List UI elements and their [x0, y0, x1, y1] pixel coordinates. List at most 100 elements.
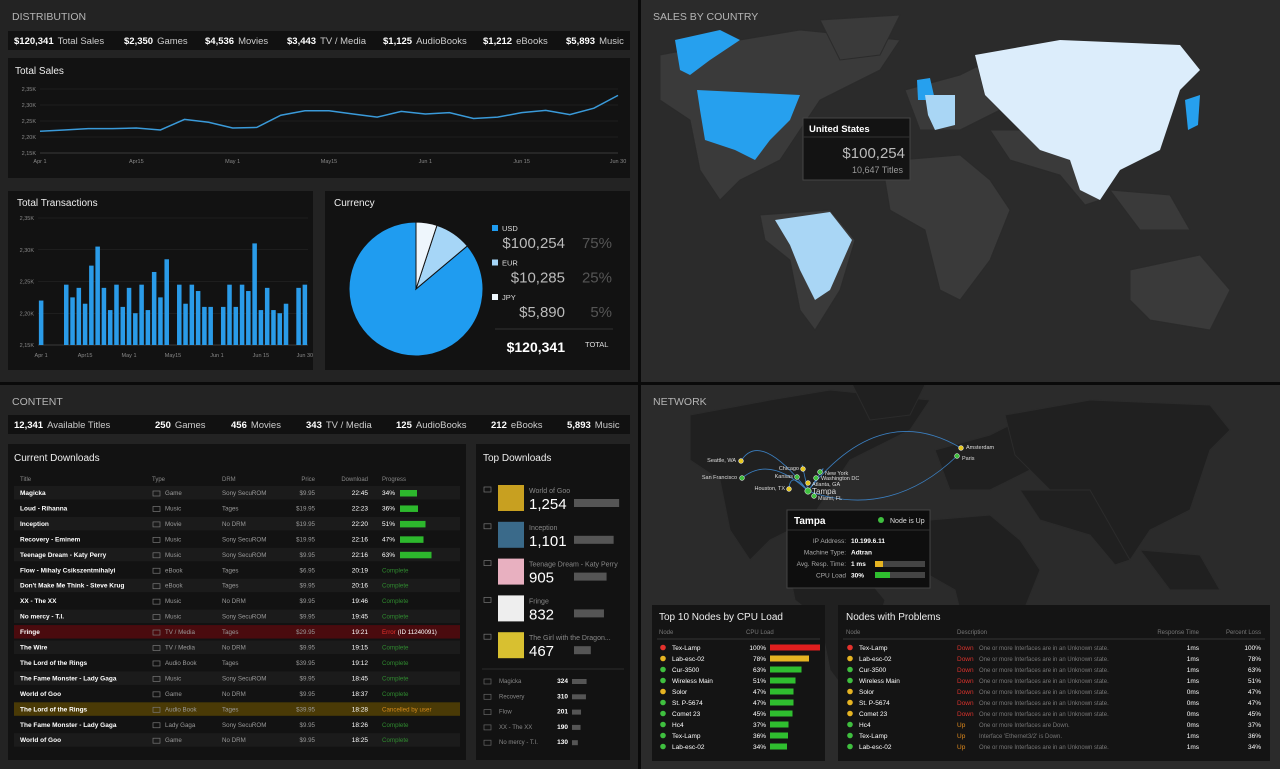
- stat-label: AudioBooks: [416, 36, 467, 47]
- thumbnail: [498, 521, 524, 548]
- cell-time: 22:23: [352, 505, 369, 512]
- cell-type: Music: [165, 552, 181, 559]
- description: One or more Interfaces are in an Unknown…: [979, 712, 1109, 718]
- bar: [120, 306, 126, 345]
- y-tick-label: 2,15K: [20, 343, 35, 349]
- status-dot: [660, 644, 666, 651]
- item-name: Teenage Dream - Katy Perry: [529, 562, 618, 569]
- city-dot: [786, 486, 792, 492]
- node-state: Up: [957, 744, 966, 751]
- item-name: Recovery: [499, 694, 524, 700]
- row-bg: [14, 686, 460, 701]
- status-dot: [847, 743, 853, 750]
- bar: [271, 310, 276, 345]
- country-highlight: [775, 212, 852, 300]
- status: Complete: [382, 567, 409, 574]
- cell-price: $9.95: [300, 583, 316, 590]
- panel: [8, 58, 630, 178]
- type-icon: [152, 490, 161, 497]
- legend-percent: 5%: [590, 304, 612, 321]
- column-header: Node: [659, 630, 674, 636]
- cell-drm: Sony SecuROM: [222, 536, 266, 543]
- stat: $1,125 AudioBooks: [383, 36, 467, 47]
- row-bg: [14, 532, 460, 546]
- description: One or more Interfaces are in an Unknown…: [979, 657, 1109, 663]
- field-label: IP Address:: [813, 538, 846, 545]
- city-label: New York: [825, 471, 848, 477]
- bar: [189, 284, 195, 345]
- cell-drm: Tages: [222, 505, 239, 512]
- bar: [63, 284, 69, 345]
- x-tick-label: May15: [321, 159, 338, 165]
- bar: [277, 313, 283, 345]
- status-dot: [847, 666, 853, 673]
- item-value: 1,101: [529, 533, 567, 550]
- city-label: Seattle, WA: [707, 458, 736, 464]
- cell-type: eBook: [165, 567, 183, 574]
- node-state: Up: [957, 733, 966, 740]
- country-highlight: [917, 78, 935, 100]
- status-text: Complete: [382, 722, 409, 729]
- stat-label: Movies: [251, 420, 281, 431]
- stat: 250 Games: [155, 420, 206, 431]
- percent-loss: 45%: [1248, 711, 1261, 718]
- cell-price: $9.95: [300, 552, 316, 559]
- item-bar: [572, 694, 586, 700]
- status-text: Complete: [382, 675, 409, 682]
- node-name: Lab-esc-02: [672, 656, 705, 663]
- node-name: Tex-Lamp: [859, 645, 888, 652]
- node-name: Solor: [859, 689, 875, 696]
- status: Complete: [382, 583, 409, 590]
- field-label: Machine Type:: [804, 550, 846, 557]
- description: Interface 'Ethernet3/2' is Down.: [979, 734, 1062, 740]
- status-detail: (ID 11240091): [398, 629, 437, 636]
- cell-drm: No DRM: [222, 598, 246, 605]
- cell-title: The Fame Monster - Lady Gaga: [20, 675, 117, 682]
- stat-label: Music: [599, 36, 624, 47]
- response-time: 1ms: [1187, 667, 1200, 674]
- cell-price: $19.95: [296, 505, 315, 512]
- chart-title: Total Transactions: [17, 198, 98, 209]
- description: One or more Interfaces are in an Unknown…: [979, 668, 1109, 674]
- field-value: 10.199.6.11: [851, 538, 885, 545]
- map-tooltip: [802, 117, 911, 181]
- cell-title: The Lord of the Rings: [20, 706, 88, 713]
- city-dot: [800, 466, 806, 472]
- item-value: 324: [557, 678, 568, 685]
- cell-price: $6.95: [300, 567, 316, 574]
- y-tick-label: 2,25K: [20, 280, 35, 286]
- cpu-label: 100%: [749, 645, 766, 652]
- status-dot: [878, 517, 884, 523]
- row-bg: [14, 594, 460, 608]
- cell-price: $9.95: [300, 645, 316, 652]
- stat-value: 250: [155, 420, 171, 431]
- cell-drm: Tages: [222, 583, 239, 590]
- row-bg: [14, 733, 460, 747]
- stat-value: $1,212: [483, 36, 512, 47]
- type-icon: [152, 660, 161, 667]
- node-name: Hc4: [859, 722, 871, 729]
- bar: [107, 310, 113, 345]
- x-tick-label: Apr 1: [33, 159, 46, 165]
- stat-value: 343: [306, 420, 322, 431]
- node-name: Comet 23: [672, 711, 701, 718]
- type-icon: [152, 722, 161, 729]
- item-bar: [574, 646, 591, 655]
- description: One or more Interfaces are in an Unknown…: [979, 701, 1109, 707]
- type-icon: [483, 693, 492, 700]
- status-dot: [847, 688, 853, 695]
- cell-time: 18:25: [352, 737, 369, 744]
- cell-price: $9.95: [300, 614, 316, 621]
- item-value: 130: [557, 739, 568, 746]
- stat-value: 456: [231, 420, 247, 431]
- progress-label: 34%: [382, 490, 395, 497]
- progress-label: 51%: [382, 521, 395, 528]
- x-tick-label: May 1: [122, 353, 137, 359]
- thumbnail: [498, 632, 524, 659]
- percent-loss: 36%: [1248, 733, 1261, 740]
- stat-label: Games: [175, 420, 206, 431]
- cpu-bar: [770, 710, 793, 717]
- bar: [183, 303, 188, 345]
- cell-drm: Tages: [222, 567, 239, 574]
- status: Complete: [382, 598, 409, 605]
